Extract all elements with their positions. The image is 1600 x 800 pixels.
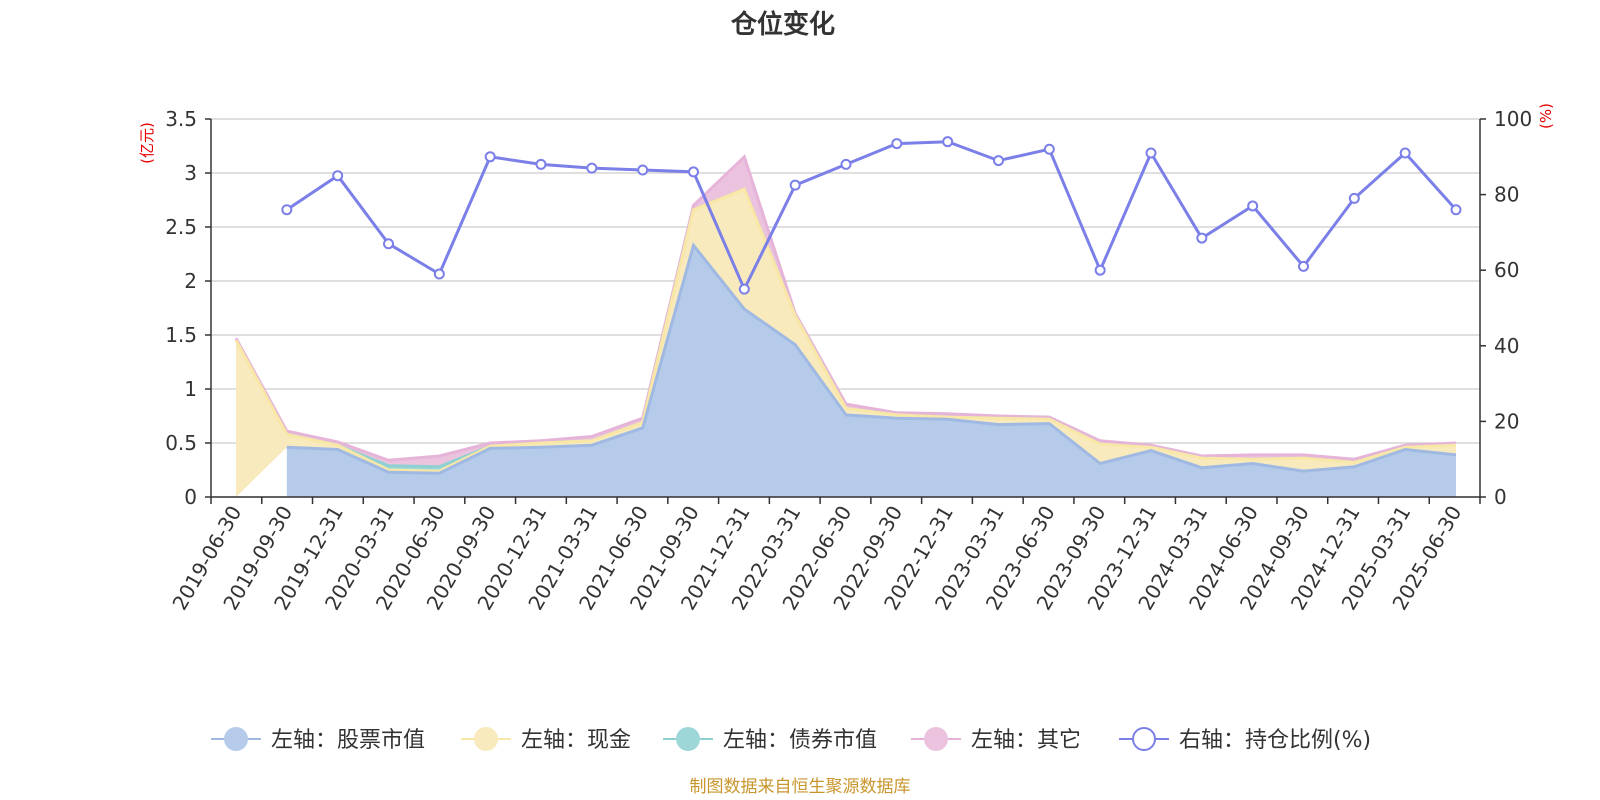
- ratio-point: [891, 138, 903, 150]
- legend: 左轴：股票市值 左轴：现金 左轴：债券市值 左轴：其它 右轴：持仓比例(%): [211, 727, 1371, 753]
- area-line-1: [234, 187, 1457, 473]
- ratio-point: [1145, 147, 1157, 159]
- legend-marker: [224, 727, 248, 751]
- legend-marker: [1132, 727, 1156, 751]
- left-axis-tick-label: 0: [184, 485, 197, 509]
- left-axis-tick-label: 3.5: [165, 107, 197, 131]
- right-axis-tick-label: 20: [1494, 409, 1519, 433]
- ratio-point: [942, 136, 954, 148]
- legend-marker: [676, 727, 700, 751]
- ratio-line: [281, 136, 1462, 295]
- left-axis-tick-label: 2.5: [165, 215, 197, 239]
- ratio-point: [688, 166, 699, 178]
- legend-label: 左轴：其它: [971, 728, 1081, 753]
- right-axis-tick-label: 80: [1494, 183, 1519, 207]
- stacked-areas: [234, 154, 1457, 497]
- left-axis-unit: (亿元): [138, 122, 156, 164]
- ratio-point: [1450, 204, 1462, 216]
- ratio-line-path: [285, 140, 1458, 293]
- left-axis-tick-label: 0.5: [165, 431, 197, 455]
- ratio-point: [1043, 143, 1055, 155]
- grid-lines: [211, 118, 1480, 498]
- ratio-point: [637, 164, 649, 176]
- ratio-point: [840, 158, 852, 170]
- legend-label: 左轴：债券市值: [723, 728, 877, 753]
- right-axis-tick-label: 40: [1494, 334, 1519, 358]
- ratio-point: [535, 158, 547, 170]
- source-note: 制图数据来自恒生聚源数据库: [690, 777, 911, 797]
- area-line-3: [234, 154, 1457, 462]
- chart-title: 仓位变化: [730, 9, 835, 40]
- axes: 00.511.522.533.50204060801002019-06-3020…: [165, 107, 1532, 614]
- left-axis-tick-label: 1.5: [165, 323, 197, 347]
- right-axis-tick-label: 0: [1494, 485, 1507, 509]
- ratio-point: [1196, 232, 1208, 244]
- legend-label: 右轴：持仓比例(%): [1179, 728, 1371, 753]
- left-axis-tick-label: 2: [184, 269, 197, 293]
- legend-label: 左轴：股票市值: [271, 728, 425, 753]
- ratio-point: [993, 155, 1004, 167]
- left-axis-tick-label: 3: [184, 161, 197, 185]
- ratio-point: [1094, 264, 1106, 276]
- legend-marker: [924, 727, 948, 751]
- ratio-point: [738, 283, 750, 295]
- ratio-point: [281, 204, 293, 216]
- right-axis-unit: (%): [1537, 103, 1555, 129]
- legend-marker: [474, 727, 498, 751]
- ratio-point: [383, 238, 394, 250]
- ratio-point: [789, 179, 801, 191]
- ratio-point: [1298, 260, 1309, 272]
- ratio-point: [1399, 147, 1411, 159]
- area-0: [286, 245, 1456, 497]
- area-1: [236, 189, 1456, 497]
- area-line-0: [286, 242, 1457, 475]
- right-axis-tick-label: 100: [1494, 107, 1532, 131]
- ratio-point: [484, 151, 496, 163]
- ratio-point: [1247, 200, 1259, 212]
- ratio-point: [332, 170, 344, 182]
- ratio-point: [586, 162, 598, 174]
- ratio-point: [1348, 192, 1360, 204]
- right-axis-tick-label: 60: [1494, 258, 1519, 282]
- left-axis-tick-label: 1: [184, 377, 197, 401]
- legend-label: 左轴：现金: [521, 728, 631, 753]
- ratio-point: [433, 268, 445, 280]
